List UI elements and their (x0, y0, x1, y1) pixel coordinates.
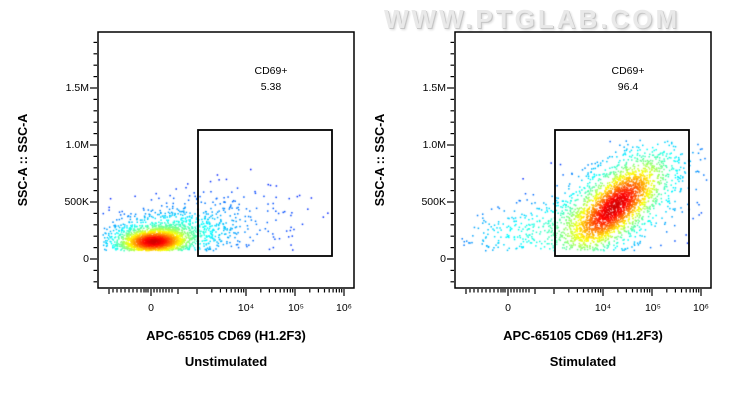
condition-label: Stimulated (550, 354, 617, 369)
x-tick-label-1e4: 10⁴ (238, 302, 254, 314)
condition-label: Unstimulated (185, 354, 267, 369)
y-tick-label-1.5m: 1.5M (423, 82, 446, 94)
x-tick-label-1e6: 10⁶ (693, 302, 709, 314)
y-tick-label-0: 0 (83, 253, 89, 265)
y-tick-label-1.5m: 1.5M (66, 82, 89, 94)
plot-frame (97, 31, 355, 289)
panel-unstimulated: CD69+ 5.38 0 500K 1.0M 1.5M 0 10⁴ 10⁵ 10… (16, 31, 355, 369)
gate-name-label: CD69+ (612, 65, 645, 77)
x-tick-label-0: 0 (505, 302, 511, 314)
gate-percent-label: 96.4 (618, 81, 639, 93)
x-tick-label-1e4: 10⁴ (595, 302, 611, 314)
y-tick-label-500k: 500K (421, 196, 446, 208)
x-tick-label-1e5: 10⁵ (288, 302, 304, 314)
x-tick-label-1e5: 10⁵ (645, 302, 661, 314)
y-axis-label: SSC-A :: SSC-A (16, 114, 30, 207)
x-axis-label: APC-65105 CD69 (H1.2F3) (503, 328, 663, 343)
cd69-gate-rect (197, 129, 333, 257)
panel-stimulated: CD69+ 96.4 0 500K 1.0M 1.5M 0 10⁴ 10⁵ 10… (373, 31, 712, 369)
gate-percent-label: 5.38 (261, 81, 282, 93)
y-tick-label-1m: 1.0M (423, 139, 446, 151)
y-axis-label: SSC-A :: SSC-A (373, 114, 387, 207)
cd69-gate-rect (554, 129, 690, 257)
x-tick-label-1e6: 10⁶ (336, 302, 352, 314)
y-tick-label-0: 0 (440, 253, 446, 265)
y-tick-label-1m: 1.0M (66, 139, 89, 151)
axis-ticks (90, 41, 345, 296)
y-tick-label-500k: 500K (64, 196, 89, 208)
plot-frame (454, 31, 712, 289)
axis-ticks (447, 41, 702, 296)
x-axis-label: APC-65105 CD69 (H1.2F3) (146, 328, 306, 343)
gate-name-label: CD69+ (255, 65, 288, 77)
x-tick-label-0: 0 (148, 302, 154, 314)
